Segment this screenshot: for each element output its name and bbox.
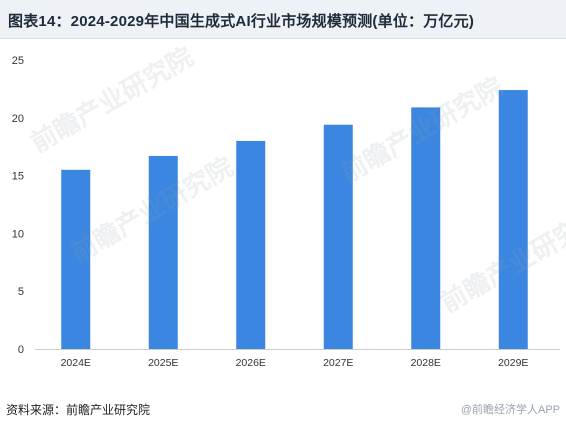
y-tick-label: 15 bbox=[12, 171, 24, 183]
x-tick-label: 2025E bbox=[148, 357, 178, 369]
y-tick-label: 25 bbox=[12, 55, 24, 67]
bar-2029E bbox=[498, 90, 528, 349]
bar-2025E bbox=[148, 155, 178, 349]
y-tick-label: 0 bbox=[18, 344, 24, 356]
y-tick-label: 5 bbox=[18, 286, 24, 298]
x-tick-label: 2028E bbox=[411, 357, 441, 369]
corner-watermark: @前瞻经济学人APP bbox=[460, 404, 560, 416]
x-tick-label: 2027E bbox=[323, 357, 353, 369]
x-tick-label: 2026E bbox=[236, 357, 266, 369]
x-tick-label: 2024E bbox=[61, 357, 91, 369]
bar-2027E bbox=[323, 124, 353, 350]
title-bar: 图表14：2024-2029年中国生成式AI行业市场规模预测(单位：万亿元) bbox=[0, 0, 566, 39]
y-tick-label: 10 bbox=[12, 228, 24, 240]
bars bbox=[61, 90, 528, 350]
source-note: 资料来源：前瞻产业研究院 bbox=[6, 403, 151, 417]
x-tick-label: 2029E bbox=[498, 357, 528, 369]
bar-2028E bbox=[411, 107, 441, 350]
y-tick-label: 20 bbox=[12, 113, 24, 125]
bar-2024E bbox=[61, 169, 91, 349]
x-axis: 2024E 2025E 2026E 2027E 2028E 2029E bbox=[61, 357, 529, 369]
chart-title: 图表14：2024-2029年中国生成式AI行业市场规模预测(单位：万亿元) bbox=[8, 13, 475, 30]
bar-chart: 0 5 10 15 20 25 2024E 2025E 2026E 2027E 2028E 2029… bbox=[12, 55, 560, 369]
bar-2026E bbox=[236, 140, 266, 349]
y-axis: 0 5 10 15 20 25 bbox=[12, 55, 24, 356]
